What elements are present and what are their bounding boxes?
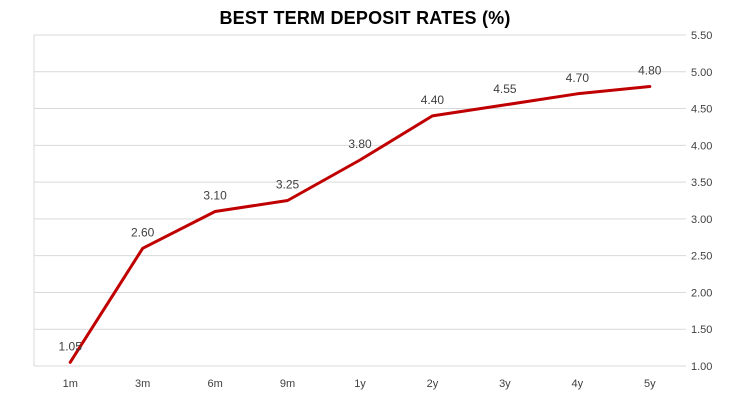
x-tick-label: 1y — [354, 378, 366, 390]
x-tick-label: 9m — [280, 378, 295, 390]
data-label: 3.80 — [348, 137, 372, 151]
y-tick-label: 3.00 — [691, 214, 712, 226]
y-tick-label: 5.00 — [691, 67, 712, 79]
x-tick-label: 2y — [427, 378, 439, 390]
x-tick-label: 4y — [572, 378, 584, 390]
y-tick-label: 5.50 — [691, 30, 712, 42]
y-tick-label: 1.00 — [691, 361, 712, 373]
x-tick-label: 1m — [63, 378, 78, 390]
series-line — [68, 85, 652, 364]
data-label: 4.40 — [421, 93, 445, 107]
y-axis-tick-labels: 1.00 1.50 2.00 2.50 3.00 3.50 4.00 4.50 5.00 5.50 — [691, 30, 712, 373]
y-tick-label: 4.00 — [691, 140, 712, 152]
x-tick-label: 3y — [499, 378, 511, 390]
y-tick-label: 2.00 — [691, 287, 712, 299]
data-label: 2.60 — [131, 225, 155, 239]
data-label: 1.05 — [59, 339, 83, 353]
chart-title: BEST TERM DEPOSIT RATES (%) — [219, 8, 511, 28]
x-axis-tick-labels: 1m 3m 6m 9m 1y 2y 3y 4y 5y — [63, 378, 657, 390]
data-label: 4.80 — [638, 63, 662, 77]
y-tick-label: 2.50 — [691, 251, 712, 263]
data-label: 4.70 — [566, 71, 590, 85]
series-group — [68, 85, 652, 364]
data-label: 3.25 — [276, 178, 300, 192]
x-tick-label: 5y — [644, 378, 656, 390]
data-label: 4.55 — [493, 82, 517, 96]
y-tick-label: 1.50 — [691, 324, 712, 336]
data-label: 3.10 — [203, 189, 227, 203]
x-tick-label: 6m — [207, 378, 222, 390]
y-tick-label: 4.50 — [691, 104, 712, 116]
x-tick-label: 3m — [135, 378, 150, 390]
y-tick-label: 3.50 — [691, 177, 712, 189]
gridlines — [33, 34, 686, 367]
data-labels: 1.05 2.60 3.10 3.25 3.80 4.40 4.55 4.70 4.80 — [59, 63, 662, 353]
